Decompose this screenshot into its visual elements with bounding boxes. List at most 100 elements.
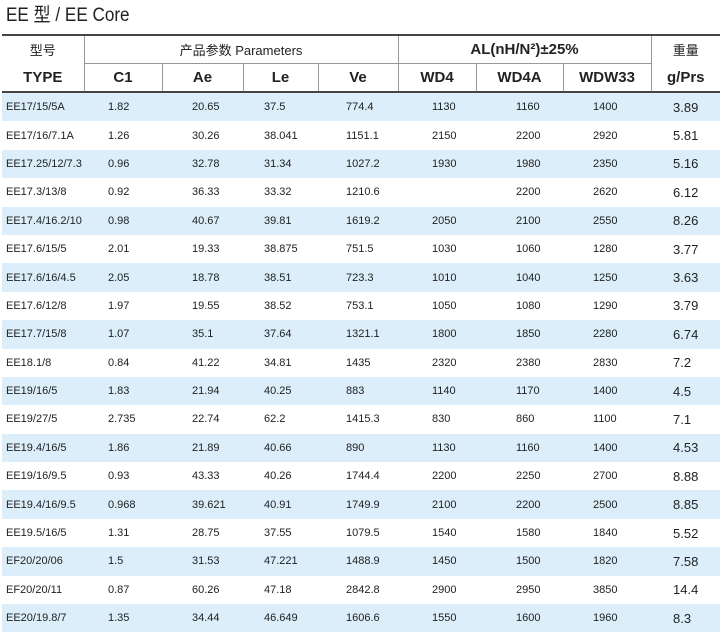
column-header: WD4: [397, 63, 477, 93]
value-cell: 6.12: [673, 184, 699, 200]
type-cell: EE17.4/16.2/10: [2, 206, 84, 235]
value-cell: 2920: [593, 129, 618, 142]
value-cell: 0.87: [108, 583, 130, 596]
value-cell: 883: [318, 376, 398, 406]
value-cell: 31.34: [243, 149, 318, 179]
value-cell: 31.53: [162, 547, 243, 576]
value-cell: 3.89: [651, 92, 721, 122]
group-header: 重量: [650, 34, 721, 64]
data-row: EF20/20/11 0.87 60.26 47.18 2842.8 2900 2950 38…: [2, 576, 720, 604]
value-cell: 1250: [563, 263, 652, 292]
value-cell: 1.31: [108, 527, 130, 540]
value-cell: 1.35: [84, 604, 162, 632]
value-cell: 1744.4: [346, 470, 380, 483]
value-cell: 1.82: [84, 92, 162, 122]
value-cell: 1027.2: [318, 149, 398, 179]
value-cell: 1140: [398, 376, 476, 406]
data-row: EE17.4/16.2/10 0.98 40.67 39.81 1619.2 2050 21…: [2, 206, 721, 235]
value-cell: 1321.1: [318, 320, 398, 349]
value-cell: 18.78: [162, 263, 243, 292]
column-header: C1: [83, 63, 163, 93]
value-cell: 2250: [516, 470, 541, 483]
header-row: TYPE C1 Ae Le Ve WD4 WD4A WDW33 g/Prs: [2, 63, 721, 93]
value-cell: 47.221: [243, 547, 318, 576]
value-cell: 1030: [432, 243, 457, 256]
column-header: WDW33: [562, 63, 652, 93]
value-cell: 40.26: [264, 470, 292, 483]
value-cell: 2380: [516, 356, 541, 369]
data-row: EE17.25/12/7.3 0.96 32.78 31.34 1027.2 1930 19…: [2, 149, 721, 179]
value-cell: 1580: [516, 527, 541, 540]
value-cell: 1.86: [84, 433, 162, 463]
type-cell: EE17.3/13/8: [6, 186, 67, 199]
value-cell: 8.88: [673, 468, 699, 484]
value-cell: 1400: [563, 92, 652, 122]
data-row: EE19/16/5 1.83 21.94 40.25 883 1140 1170 1400 4.…: [2, 376, 721, 406]
data-row: EE20/19.8/7 1.35 34.44 46.649 1606.6 1550 1600…: [2, 604, 721, 632]
value-cell: 1600: [476, 604, 563, 632]
value-cell: 39.621: [162, 490, 243, 519]
value-cell: 8.26: [651, 206, 721, 235]
value-cell: 1.26: [108, 129, 130, 142]
value-cell: 1488.9: [318, 547, 398, 576]
value-cell: 60.26: [192, 583, 220, 596]
title: EE 型 / EE Core: [6, 5, 130, 26]
value-cell: 753.1: [346, 299, 374, 312]
value-cell: 35.1: [162, 320, 243, 349]
group-header: 型号: [2, 34, 85, 64]
value-cell: 40.66: [243, 433, 318, 463]
value-cell: 2100: [398, 490, 476, 519]
value-cell: 1040: [476, 263, 563, 292]
value-cell: 830: [432, 413, 451, 426]
value-cell: 8.85: [651, 490, 721, 519]
value-cell: 1980: [476, 149, 563, 179]
value-cell: 19.55: [192, 299, 220, 312]
type-cell: EE20/19.8/7: [2, 604, 84, 632]
value-cell: 1080: [516, 299, 541, 312]
value-cell: 1450: [398, 547, 476, 576]
value-cell: 1840: [593, 527, 618, 540]
value-cell: 7.1: [673, 411, 692, 427]
column-header: WD4A: [475, 63, 564, 93]
value-cell: 1400: [563, 433, 652, 463]
value-cell: 21.89: [162, 433, 243, 463]
column-header: Le: [242, 63, 319, 93]
value-cell: 46.649: [243, 604, 318, 632]
value-cell: 1280: [593, 243, 618, 256]
column-header: Ve: [317, 63, 399, 93]
value-cell: 1.97: [108, 299, 130, 312]
value-cell: 5.81: [673, 128, 699, 144]
value-cell: 2200: [476, 490, 563, 519]
data-row: EE19.5/16/5 1.31 28.75 37.55 1079.5 1540 1580 1…: [2, 519, 720, 547]
type-cell: EE17.6/15/5: [6, 243, 67, 256]
header-row: 型号 产品参数 Parameters AL(nH/N²)±25% 重量: [2, 34, 721, 64]
group-header: 产品参数 Parameters: [83, 34, 399, 64]
group-header: AL(nH/N²)±25%: [397, 34, 652, 64]
data-row: EE19.4/16/9.5 0.968 39.621 40.91 1749.9 2100 2…: [2, 490, 721, 519]
value-cell: 62.2: [264, 413, 286, 426]
type-cell: EE19/16/9.5: [6, 470, 67, 483]
value-cell: 723.3: [318, 263, 398, 292]
value-cell: 1160: [476, 433, 563, 463]
type-cell: EE19/16/5: [2, 376, 84, 406]
value-cell: 1290: [593, 299, 618, 312]
type-cell: EE17.7/15/8: [2, 320, 84, 349]
value-cell: 2842.8: [346, 583, 380, 596]
type-cell: EE19/27/5: [6, 413, 58, 426]
value-cell: 860: [516, 413, 535, 426]
value-cell: 34.44: [162, 604, 243, 632]
value-cell: 2.05: [84, 263, 162, 292]
type-cell: EE17/16/7.1A: [6, 129, 74, 142]
value-cell: 37.55: [264, 527, 292, 540]
value-cell: 1749.9: [318, 490, 398, 519]
value-cell: 1435: [346, 356, 371, 369]
value-cell: 1960: [563, 604, 652, 632]
value-cell: 1.07: [84, 320, 162, 349]
value-cell: 2150: [432, 129, 457, 142]
value-cell: 3.77: [673, 241, 699, 257]
data-row: EE19/27/5 2.735 22.74 62.2 1415.3 830 860 1100 7…: [2, 405, 720, 433]
value-cell: 1151.1: [346, 129, 379, 142]
data-row: EE18.1/8 0.84 41.22 34.81 1435 2320 2380 2830 7.…: [2, 349, 720, 377]
value-cell: 2700: [593, 470, 618, 483]
value-cell: 6.74: [651, 320, 721, 349]
